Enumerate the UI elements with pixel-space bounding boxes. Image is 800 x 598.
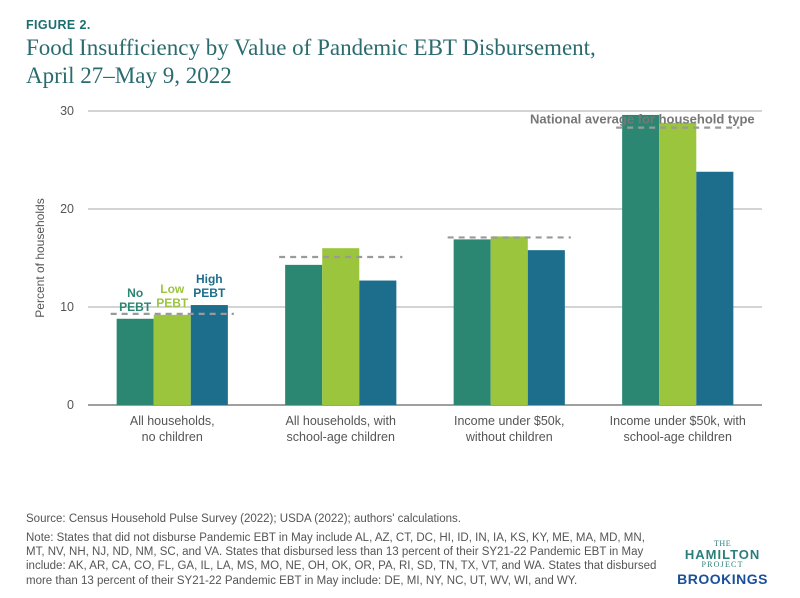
chart: 0 10 20 30 Percent of households All househol… — [26, 95, 774, 455]
series-label: Low — [160, 282, 185, 296]
bar — [491, 237, 528, 406]
title-line1: Food Insufficiency by Value of Pandemic … — [26, 35, 596, 60]
bar — [528, 250, 565, 405]
source-note: Source: Census Household Pulse Survey (2… — [26, 513, 774, 525]
category-label: All households, with — [286, 414, 397, 428]
category-label: school-age children — [624, 430, 732, 444]
logo-block: THE HAMILTON PROJECT BROOKINGS — [677, 540, 768, 586]
svg-text:20: 20 — [60, 202, 74, 216]
figure-label: FIGURE 2. — [26, 18, 774, 32]
national-avg-label: National average for household type — [530, 112, 755, 127]
series-label: High — [196, 272, 223, 286]
svg-text:10: 10 — [60, 300, 74, 314]
title-line2: April 27–May 9, 2022 — [26, 63, 232, 88]
series-label: PEBT — [119, 300, 152, 314]
svg-text:30: 30 — [60, 104, 74, 118]
category-label: Income under $50k, with — [610, 414, 746, 428]
category-label: school-age children — [287, 430, 395, 444]
series-label: PEBT — [193, 286, 226, 300]
bar — [322, 248, 359, 405]
bar — [359, 281, 396, 405]
y-axis-label: Percent of households — [33, 198, 47, 317]
bar — [285, 265, 322, 405]
chart-title: Food Insufficiency by Value of Pandemic … — [26, 34, 774, 89]
bar — [659, 123, 696, 405]
bar — [454, 240, 491, 406]
category-label: no children — [142, 430, 203, 444]
bar — [696, 172, 733, 405]
logo-brookings: BROOKINGS — [677, 572, 768, 586]
series-label: No — [127, 286, 143, 300]
series-label: PEBT — [156, 296, 189, 310]
bar — [154, 315, 191, 405]
category-label: Income under $50k, — [454, 414, 565, 428]
bar — [622, 115, 659, 405]
states-note: Note: States that did not disburse Pande… — [26, 531, 666, 589]
chart-svg: 0 10 20 30 Percent of households All househol… — [26, 95, 774, 455]
category-label: without children — [465, 430, 553, 444]
svg-text:0: 0 — [67, 398, 74, 412]
category-label: All households, — [130, 414, 215, 428]
bar — [117, 319, 154, 405]
bar — [191, 305, 228, 405]
logo-project: PROJECT — [677, 561, 768, 569]
